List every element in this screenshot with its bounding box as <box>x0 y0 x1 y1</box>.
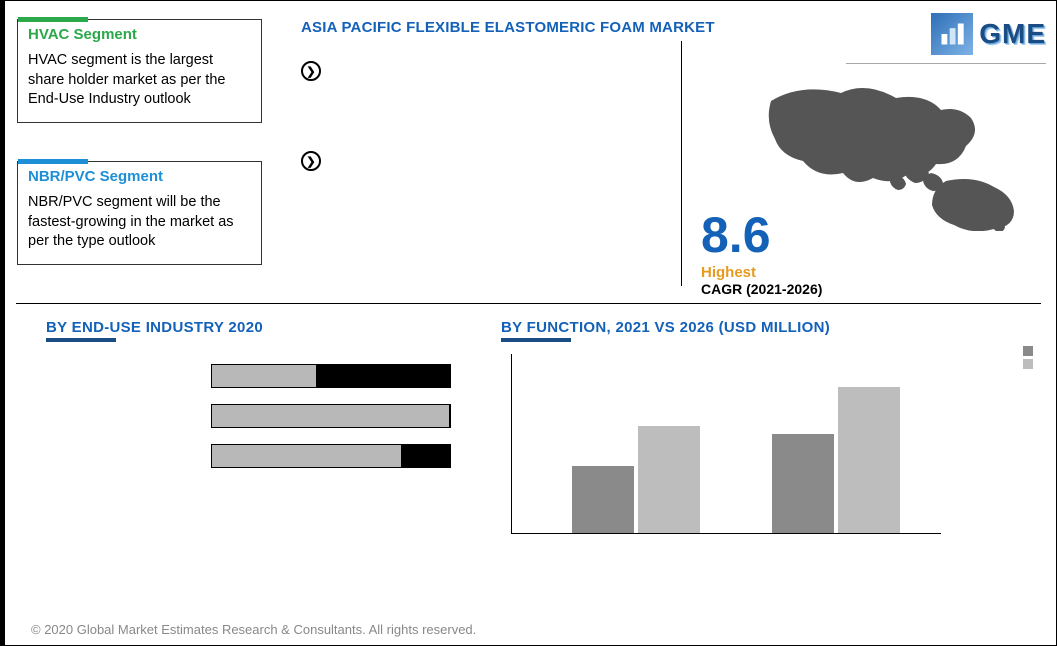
bullet-item: ❯ <box>301 151 671 171</box>
title-underline <box>501 338 571 342</box>
hbar-fill <box>212 445 402 467</box>
end-use-chart: BY END-USE INDUSTRY 2020 <box>46 319 461 480</box>
segment-title: NBR/PVC Segment <box>28 168 251 185</box>
chart-title: BY FUNCTION, 2021 VS 2026 (USD MILLION) <box>501 319 961 336</box>
segment-card-accent <box>18 17 88 22</box>
chart-title: BY END-USE INDUSTRY 2020 <box>46 319 461 336</box>
vbar <box>772 434 834 533</box>
segment-desc: NBR/PVC segment will be the fastest-grow… <box>28 193 251 252</box>
building-chart-icon <box>938 20 966 48</box>
page-title: ASIA PACIFIC FLEXIBLE ELASTOMERIC FOAM M… <box>301 19 715 36</box>
bar-group <box>772 387 900 533</box>
vbar <box>838 387 900 533</box>
vbar <box>572 466 634 534</box>
logo-icon <box>931 13 973 55</box>
horizontal-divider <box>16 303 1041 304</box>
bullet-item: ❯ <box>301 61 671 81</box>
logo-text: GME <box>979 18 1046 50</box>
hbar-chart-area <box>46 360 461 472</box>
hbar-track <box>211 404 451 428</box>
hbar-row <box>46 440 461 472</box>
brand-logo: GME <box>846 9 1046 64</box>
hbar-track <box>211 444 451 468</box>
left-border-accent <box>1 1 5 645</box>
vbar <box>638 426 700 533</box>
chevron-right-icon: ❯ <box>301 151 321 171</box>
asia-pacific-map-icon <box>756 81 1036 231</box>
title-underline <box>46 338 116 342</box>
segment-card-accent <box>18 159 88 164</box>
hbar-row <box>46 400 461 432</box>
chart-legend <box>1023 346 1038 372</box>
region-map-block: 8.6 Highest CAGR (2021-2026) <box>701 81 1036 281</box>
copyright-text: © 2020 Global Market Estimates Research … <box>31 622 476 637</box>
vbar-chart-area <box>511 354 941 534</box>
hbar-row <box>46 360 461 392</box>
cagr-highest-label: Highest <box>701 264 756 281</box>
segment-card-hvac: HVAC Segment HVAC segment is the largest… <box>17 19 262 123</box>
vertical-divider <box>681 41 682 286</box>
bullet-list: ❯ ❯ <box>301 61 671 241</box>
bar-group <box>572 426 700 533</box>
cagr-period-label: CAGR (2021-2026) <box>701 281 822 297</box>
legend-swatch <box>1023 359 1033 369</box>
cagr-value: 8.6 <box>701 206 771 264</box>
function-chart: BY FUNCTION, 2021 VS 2026 (USD MILLION) <box>501 319 961 534</box>
legend-item <box>1023 346 1038 356</box>
segment-desc: HVAC segment is the largest share holder… <box>28 51 251 110</box>
hbar-fill <box>212 405 450 427</box>
segment-title: HVAC Segment <box>28 26 251 43</box>
hbar-fill <box>212 365 317 387</box>
infographic-container: GME ASIA PACIFIC FLEXIBLE ELASTOMERIC FO… <box>0 0 1057 646</box>
legend-swatch <box>1023 346 1033 356</box>
hbar-track <box>211 364 451 388</box>
segment-card-nbrpvc: NBR/PVC Segment NBR/PVC segment will be … <box>17 161 262 265</box>
legend-item <box>1023 359 1038 369</box>
chevron-right-icon: ❯ <box>301 61 321 81</box>
